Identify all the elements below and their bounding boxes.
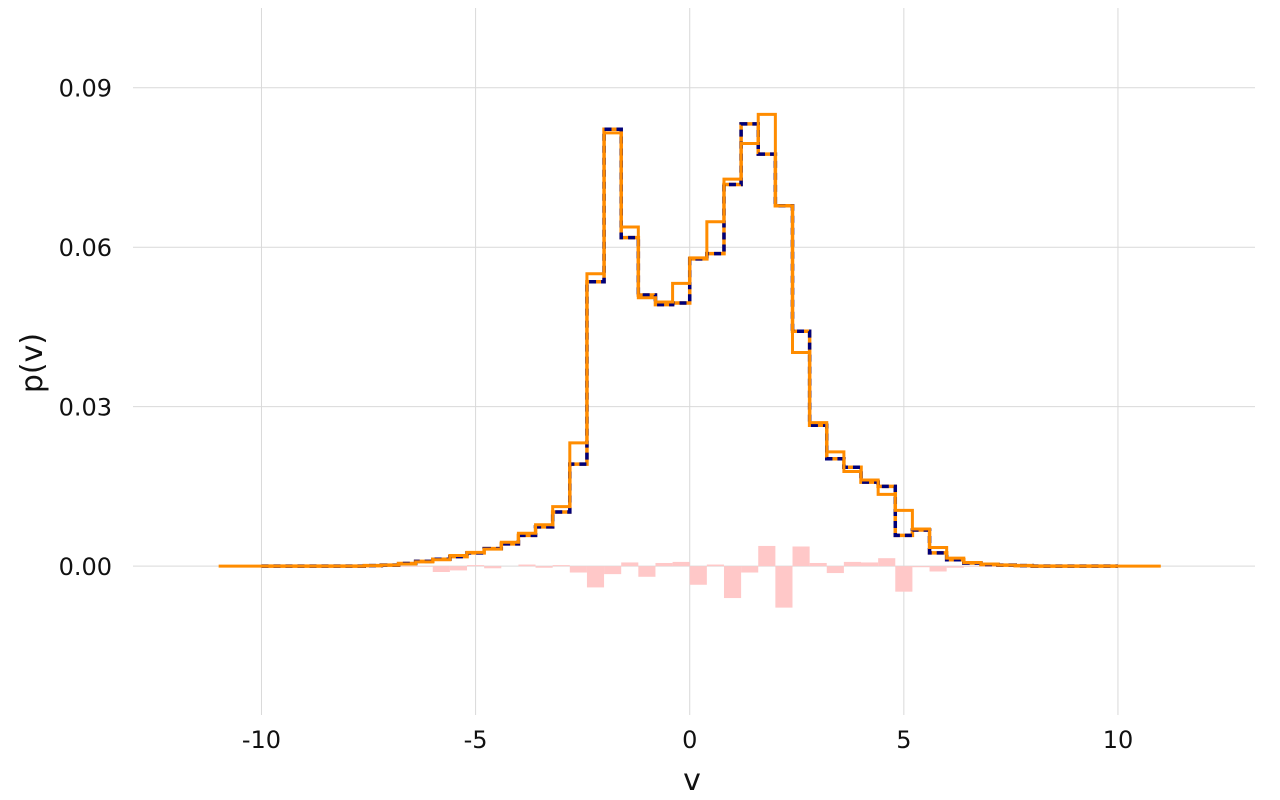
difference-bar (946, 566, 964, 568)
difference-bar (432, 566, 450, 573)
histogram-lines (218, 112, 1161, 568)
difference-bar (398, 566, 416, 567)
difference-bar (449, 566, 468, 571)
y-tick-label: 0.00 (59, 553, 112, 581)
difference-bar (552, 565, 570, 567)
difference-bar (484, 566, 502, 569)
difference-bar (929, 566, 947, 572)
difference-bar (655, 562, 673, 567)
difference-bar (672, 561, 690, 567)
difference-bar (689, 566, 707, 585)
difference-bar (912, 566, 930, 568)
difference-bars (398, 545, 999, 608)
difference-bar (621, 562, 639, 567)
difference-bar (638, 566, 656, 577)
tick-labels: -10 -5 0 5 10 0.00 0.03 0.06 0.09 (59, 75, 1134, 754)
y-tick-label: 0.06 (59, 234, 112, 262)
difference-bar (758, 545, 776, 567)
y-axis-label: p(v) (15, 333, 50, 393)
difference-bar (843, 561, 862, 567)
difference-bar (963, 566, 981, 567)
difference-bar (535, 566, 553, 568)
x-tick-label: 0 (682, 726, 697, 754)
y-tick-label: 0.09 (59, 75, 112, 103)
difference-bar (809, 562, 827, 567)
difference-bar (706, 564, 724, 567)
difference-bar (861, 562, 879, 567)
difference-bar (604, 566, 622, 575)
x-tick-label: 10 (1103, 726, 1134, 754)
difference-bar (415, 566, 433, 567)
difference-bar (586, 566, 605, 588)
grid (133, 8, 1255, 715)
difference-bar (826, 566, 844, 574)
difference-bar (980, 566, 999, 567)
difference-bar (569, 566, 587, 573)
difference-bar (518, 564, 536, 567)
solid-series-line (218, 112, 1161, 568)
difference-bar (878, 558, 896, 567)
difference-bar (467, 565, 485, 567)
difference-bar (775, 566, 793, 608)
x-axis-label: v (683, 763, 701, 798)
x-tick-label: -10 (242, 726, 281, 754)
difference-bar (792, 546, 810, 567)
y-tick-label: 0.03 (59, 394, 112, 422)
x-tick-label: -5 (464, 726, 488, 754)
difference-bar (895, 566, 913, 592)
difference-bar (741, 566, 759, 573)
difference-bar (723, 566, 742, 599)
x-tick-label: 5 (896, 726, 911, 754)
